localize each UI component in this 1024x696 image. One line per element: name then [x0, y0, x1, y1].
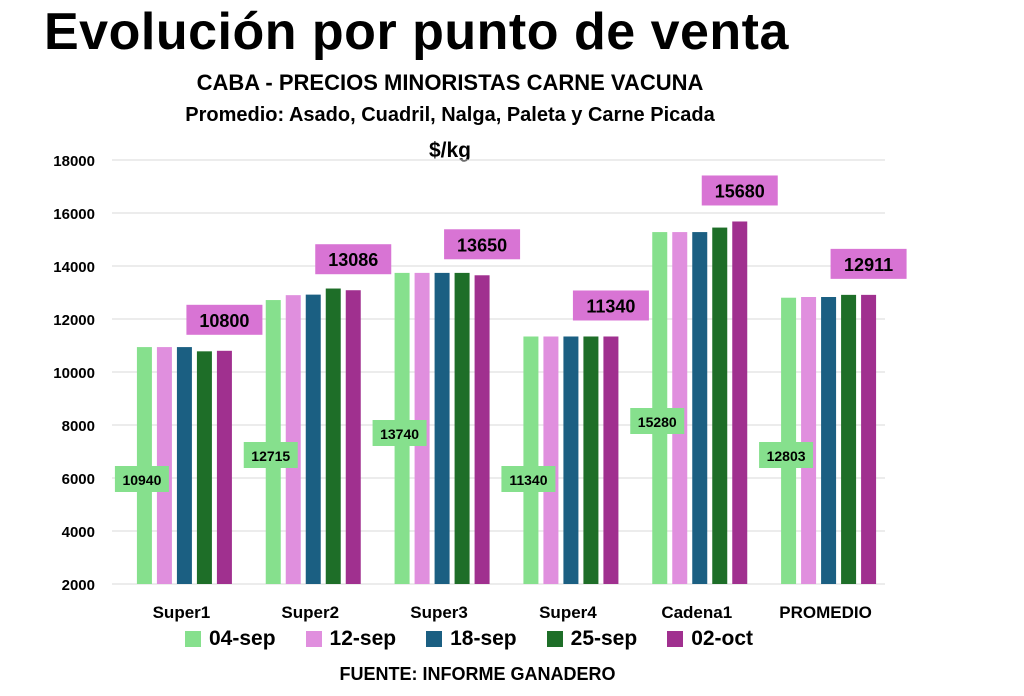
bar-super1-04-sep: [136, 347, 152, 584]
x-tick-label-promedio: PROMEDIO: [779, 603, 872, 622]
legend-swatch-02-oct: [667, 631, 684, 647]
bar-cadena1-02-oct: [732, 221, 748, 585]
data-label-box-last-cadena1: [701, 175, 778, 206]
data-label-last-cadena1: 15680: [715, 181, 765, 201]
bar-super4-25-sep: [583, 336, 599, 584]
legend-swatch-12-sep: [305, 631, 322, 647]
data-label-box-last-promedio: [830, 248, 907, 279]
legend-item-18-sep: 18-sep: [426, 627, 517, 651]
source-note: FUENTE: INFORME GANADERO: [339, 664, 616, 684]
y-tick-label-16000: 16000: [53, 206, 95, 223]
bar-cadena1-18-sep: [692, 232, 708, 584]
x-tick-label-cadena1: Cadena1: [661, 603, 732, 622]
bar-super2-12-sep: [285, 295, 301, 584]
legend-item-02-oct: 02-oct: [667, 627, 753, 651]
y-tick-label-12000: 12000: [53, 312, 95, 329]
chart-subtitle-products: Promedio: Asado, Cuadril, Nalga, Paleta …: [185, 104, 715, 126]
data-label-first-super3: 13740: [380, 426, 419, 442]
legend-item-04-sep: 04-sep: [185, 627, 276, 651]
y-tick-label-4000: 4000: [62, 524, 95, 541]
x-tick-label-super3: Super3: [410, 603, 468, 622]
legend-item-25-sep: 25-sep: [546, 627, 638, 651]
legend-label-25-sep: 25-sep: [570, 627, 638, 650]
y-tick-label-14000: 14000: [53, 259, 95, 276]
bar-cadena1-25-sep: [712, 227, 728, 584]
y-tick-label-6000: 6000: [62, 471, 95, 488]
legend-swatch-25-sep: [546, 631, 563, 647]
data-label-first-promedio: 12803: [767, 448, 806, 464]
data-label-last-super4: 11340: [586, 296, 635, 316]
bar-super4-02-oct: [603, 336, 619, 584]
bar-super2-18-sep: [305, 294, 321, 584]
data-label-last-promedio: 12911: [844, 255, 893, 275]
bar-super2-25-sep: [325, 288, 341, 584]
data-label-box-first-super1: [114, 466, 169, 492]
data-label-first-cadena1: 15280: [638, 414, 677, 430]
bar-promedio-12-sep: [801, 297, 817, 584]
data-label-box-last-super3: [444, 229, 521, 260]
bar-super1-25-sep: [196, 351, 212, 584]
data-label-box-last-super1: [186, 304, 263, 335]
data-label-box-last-super4: [572, 290, 649, 321]
data-label-box-first-super2: [243, 442, 298, 468]
bar-super4-04-sep: [523, 336, 539, 584]
chart-subtitle: CABA - PRECIOS MINORISTAS CARNE VACUNA: [196, 70, 704, 95]
data-label-last-super1: 10800: [199, 311, 249, 331]
data-label-box-first-cadena1: [630, 408, 685, 434]
x-tick-label-super1: Super1: [153, 603, 211, 622]
y-tick-label-2000: 2000: [62, 577, 95, 594]
data-label-first-super1: 10940: [122, 472, 161, 488]
bar-promedio-04-sep: [781, 297, 797, 584]
legend-label-02-oct: 02-oct: [691, 627, 754, 650]
legend-item-12-sep: 12-sep: [305, 627, 397, 651]
bar-super3-02-oct: [474, 275, 490, 584]
y-tick-label-10000: 10000: [53, 365, 95, 382]
chart-legend: 04-sep 12-sep 18-sep 25-sep 02-oct: [185, 627, 783, 651]
data-label-box-first-super4: [501, 466, 556, 492]
data-label-box-last-super2: [315, 244, 392, 275]
bar-super1-02-oct: [216, 350, 232, 584]
x-tick-label-super4: Super4: [539, 603, 597, 622]
bar-super4-12-sep: [543, 336, 559, 584]
data-label-box-first-super3: [372, 420, 427, 446]
data-label-last-super2: 13086: [328, 250, 378, 270]
bar-promedio-18-sep: [821, 297, 837, 584]
bar-promedio-25-sep: [841, 294, 857, 584]
page-title: Evolución por punto de venta: [44, 3, 789, 61]
bar-super4-18-sep: [563, 336, 579, 584]
x-tick-label-super2: Super2: [281, 603, 339, 622]
chart-unit: $/kg: [428, 139, 472, 162]
legend-swatch-18-sep: [426, 631, 443, 647]
bar-super3-18-sep: [434, 272, 450, 584]
bar-super1-18-sep: [176, 347, 192, 584]
bar-promedio-02-oct: [861, 294, 877, 584]
legend-label-04-sep: 04-sep: [209, 627, 276, 650]
legend-swatch-04-sep: [185, 631, 201, 647]
legend-label-18-sep: 18-sep: [450, 627, 517, 650]
data-label-first-super2: 12715: [251, 448, 290, 464]
bar-super2-02-oct: [345, 290, 361, 584]
bar-super3-25-sep: [454, 272, 470, 584]
legend-label-12-sep: 12-sep: [329, 627, 397, 650]
bar-super1-12-sep: [156, 347, 172, 584]
data-label-box-first-promedio: [759, 442, 814, 468]
y-tick-label-18000: 18000: [53, 153, 95, 170]
data-label-last-super3: 13650: [457, 235, 507, 255]
data-label-first-super4: 11340: [509, 472, 547, 488]
y-tick-label-8000: 8000: [62, 418, 95, 435]
